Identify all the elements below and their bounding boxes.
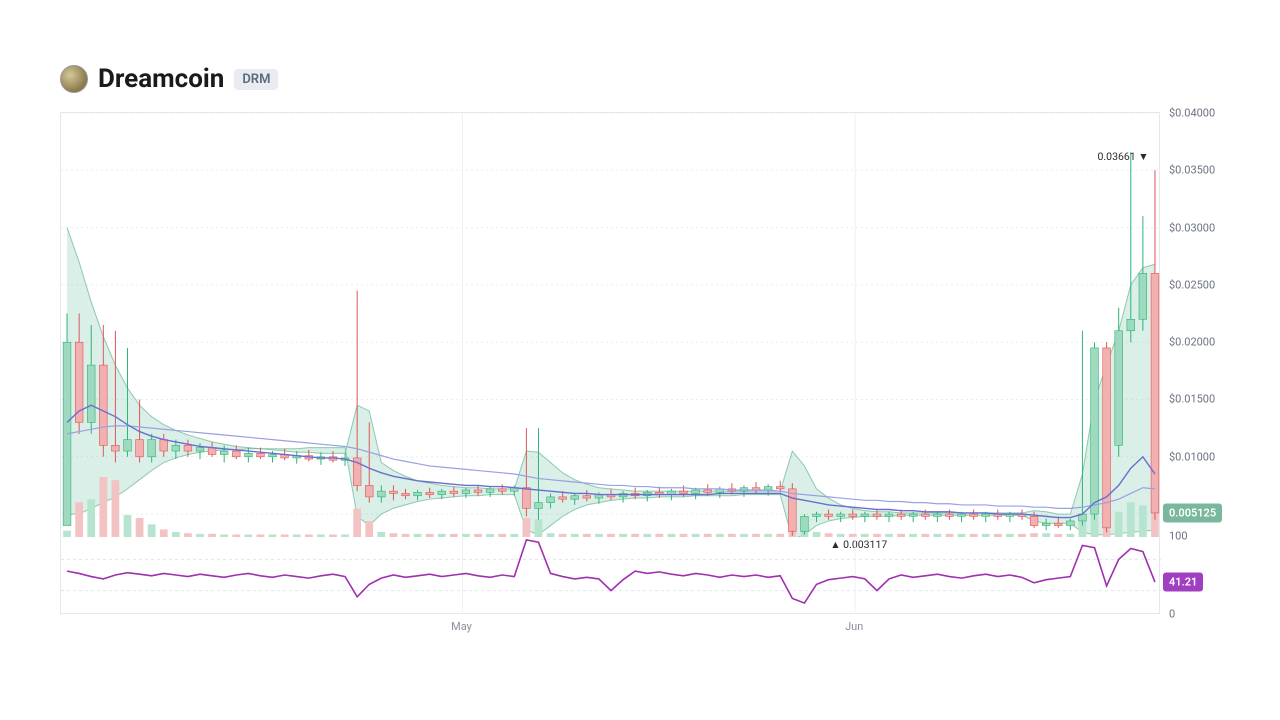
page-header: Dreamcoin DRM bbox=[0, 0, 1280, 112]
price-chart-svg bbox=[61, 113, 1161, 537]
price-y-axis: $0.00500$0.01000$0.01500$0.02000$0.02500… bbox=[1161, 113, 1231, 536]
coin-icon bbox=[60, 65, 88, 93]
price-chart[interactable]: 0.03661 ▼ ▲ 0.003117 $0.00500$0.01000$0.… bbox=[60, 112, 1160, 536]
chart-container: 0.03661 ▼ ▲ 0.003117 $0.00500$0.01000$0.… bbox=[60, 112, 1220, 638]
current-price-tag: 0.005125 bbox=[1163, 503, 1222, 522]
rsi-value-tag: 41.21 bbox=[1163, 572, 1203, 591]
x-axis-labels: MayJun bbox=[60, 614, 1160, 638]
ticker-badge: DRM bbox=[234, 69, 278, 90]
high-marker-label: 0.03661 ▼ bbox=[1098, 150, 1149, 163]
coin-name: Dreamcoin bbox=[98, 64, 224, 94]
rsi-chart-svg bbox=[61, 536, 1161, 614]
rsi-chart[interactable]: 0100 41.21 bbox=[60, 536, 1160, 614]
